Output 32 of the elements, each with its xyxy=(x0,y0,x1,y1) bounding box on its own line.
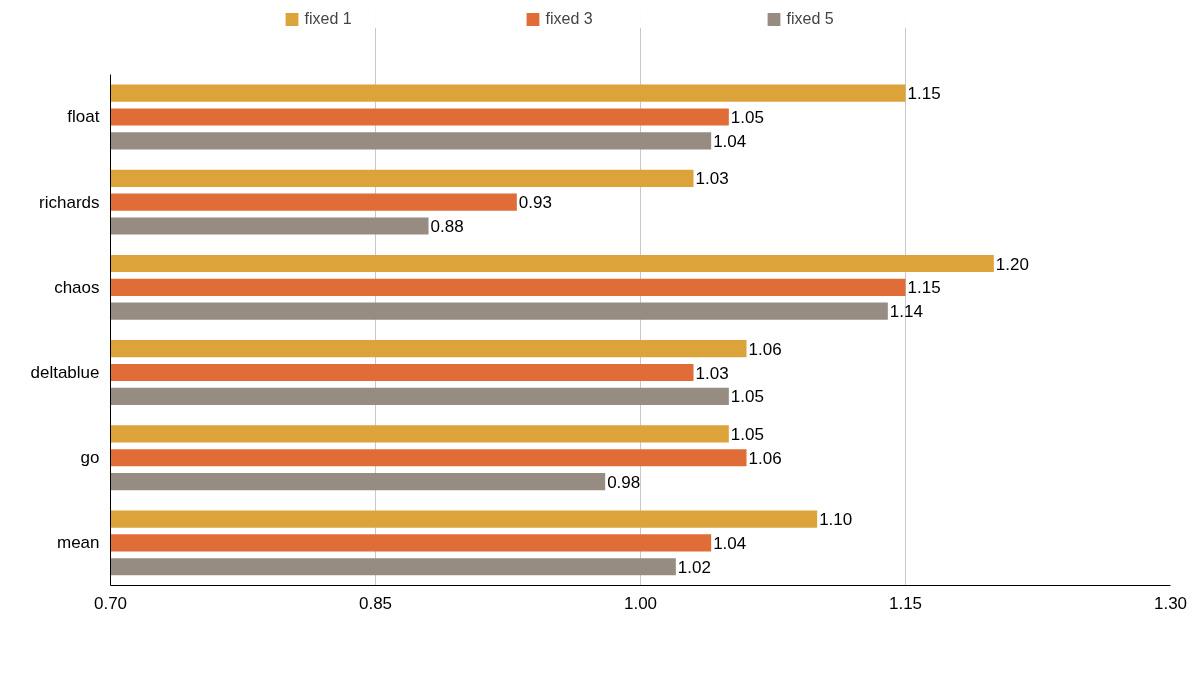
data-label: 1.06 xyxy=(748,339,782,359)
legend-label: fixed 5 xyxy=(786,10,835,28)
data-label: 1.03 xyxy=(695,169,729,189)
y-tick-label: float xyxy=(67,107,100,127)
data-label: 0.88 xyxy=(430,217,464,237)
data-label: 1.04 xyxy=(713,533,747,553)
legend-label: fixed 3 xyxy=(545,10,594,28)
data-label: 1.10 xyxy=(819,510,853,530)
data-label: 1.04 xyxy=(713,131,747,151)
data-label: 1.05 xyxy=(730,387,764,407)
data-label: 1.15 xyxy=(907,84,941,104)
data-label: 1.05 xyxy=(730,424,764,444)
x-tick-label: 1.15 xyxy=(888,593,923,613)
x-tick-label: 0.70 xyxy=(93,593,128,613)
x-tick-label: 0.85 xyxy=(358,593,393,613)
y-tick-label: richards xyxy=(39,192,100,212)
data-label: 1.06 xyxy=(748,448,782,468)
y-tick-label: chaos xyxy=(54,277,100,297)
y-tick-label: mean xyxy=(56,533,100,553)
data-label: 0.93 xyxy=(518,193,552,213)
data-label: 0.98 xyxy=(607,472,641,492)
data-label: 1.05 xyxy=(730,107,764,127)
data-label: 1.14 xyxy=(889,302,923,322)
data-label: 1.20 xyxy=(995,254,1029,274)
data-label: 1.02 xyxy=(677,557,711,577)
x-tick-label: 1.30 xyxy=(1153,593,1188,613)
y-tick-label: deltablue xyxy=(30,363,100,383)
legend-label: fixed 1 xyxy=(304,10,353,28)
y-tick-label: go xyxy=(80,448,100,468)
data-label: 1.15 xyxy=(907,278,941,298)
x-tick-label: 1.00 xyxy=(623,593,658,613)
data-label: 1.03 xyxy=(695,363,729,383)
